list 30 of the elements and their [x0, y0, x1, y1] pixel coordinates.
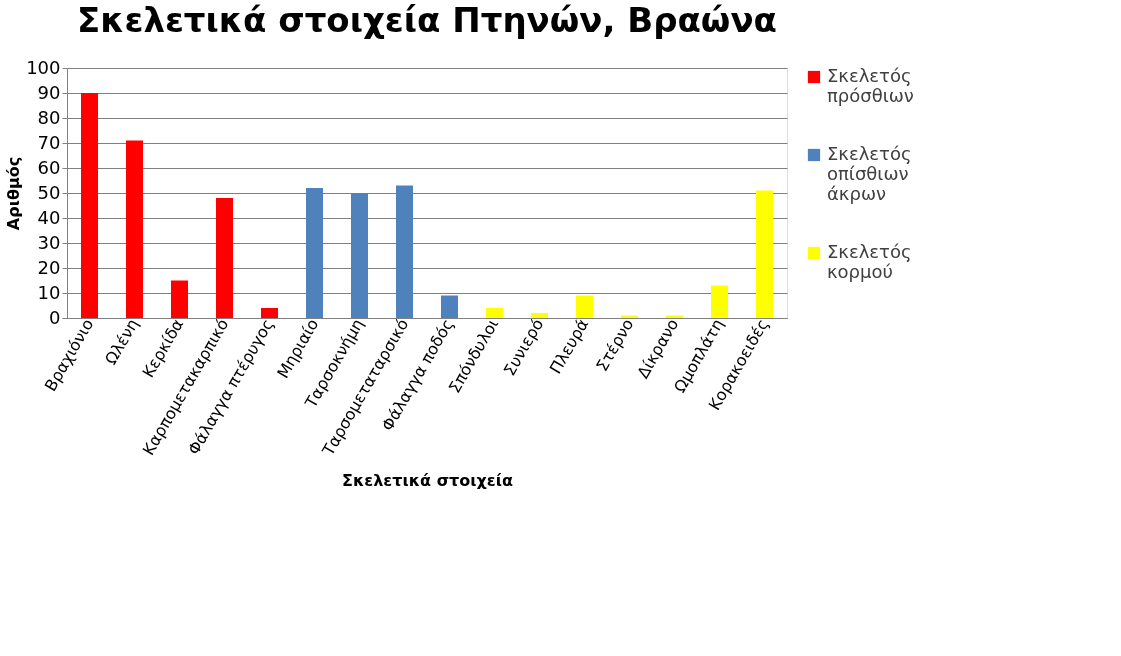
bar	[216, 198, 233, 318]
legend-label: Σκελετός κορμού	[827, 241, 912, 282]
chart-title: Σκελετικά στοιχεία Πτηνών, Βραώνα	[77, 0, 777, 40]
bar	[126, 140, 143, 318]
bar	[171, 280, 188, 318]
y-tick-label: 80	[37, 106, 61, 128]
y-tick-label: 10	[37, 281, 61, 303]
bar	[531, 313, 548, 318]
y-tick-label: 30	[37, 231, 61, 253]
legend-label: Σκελετός οπίσθιων άκρων	[827, 143, 912, 204]
bar	[441, 295, 458, 318]
y-tick-label: 60	[37, 156, 61, 178]
bar	[261, 308, 278, 318]
y-tick-label: 50	[37, 181, 61, 203]
y-axis-title: Αριθμός	[4, 156, 24, 231]
y-tick-label: 70	[37, 131, 61, 153]
bar	[756, 190, 773, 318]
bar	[396, 185, 413, 318]
x-axis-title: Σκελετικά στοιχεία	[342, 471, 513, 491]
bar	[81, 93, 98, 318]
bar	[306, 188, 323, 318]
y-tick-label: 90	[37, 81, 61, 103]
bar	[486, 308, 503, 318]
y-tick-label: 100	[26, 56, 61, 78]
bar	[351, 193, 368, 318]
y-tick-label: 20	[37, 256, 61, 278]
y-tick-label: 40	[37, 206, 61, 228]
legend-label: Σκελετός πρόσθιων	[827, 65, 914, 106]
bar	[711, 285, 728, 318]
bar	[576, 295, 593, 318]
